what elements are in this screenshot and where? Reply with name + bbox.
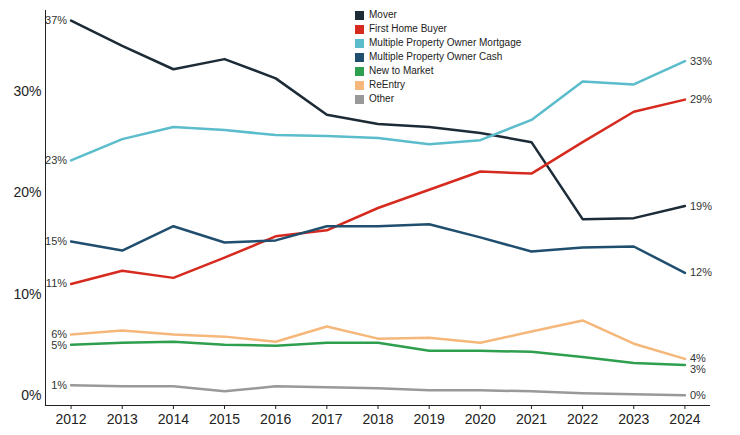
svg-text:30%: 30% [13,83,41,99]
svg-text:37%: 37% [45,14,67,26]
svg-text:2022: 2022 [567,411,598,427]
svg-text:2014: 2014 [158,411,189,427]
svg-text:19%: 19% [690,199,712,211]
svg-text:12%: 12% [690,266,712,278]
html-text:Mover: Mover [369,9,397,20]
svg-text:5%: 5% [51,339,67,351]
svg-text:2021: 2021 [516,411,547,427]
svg-text:2016: 2016 [260,411,291,427]
svg-text:10%: 10% [13,286,41,302]
svg-text:2024: 2024 [669,411,700,427]
svg-text:6%: 6% [51,328,67,340]
html-text:ReEntry: ReEntry [369,79,406,90]
svg-text:2023: 2023 [618,411,649,427]
svg-text:20%: 20% [13,184,41,200]
svg-text:1%: 1% [51,379,67,391]
svg-text:29%: 29% [690,93,712,105]
svg-text:2019: 2019 [414,411,445,427]
html-text:Other: Other [369,93,394,104]
svg-text:15%: 15% [45,235,67,247]
svg-text:11%: 11% [46,277,67,289]
svg-text:23%: 23% [45,154,67,166]
html-text:Multiple Property Owner Cash: Multiple Property Owner Cash [369,51,503,62]
svg-text:0%: 0% [21,387,41,403]
svg-text:2018: 2018 [362,411,393,427]
svg-text:2015: 2015 [209,411,240,427]
svg-text:2013: 2013 [107,411,138,427]
html-text:First Home Buyer: First Home Buyer [369,23,447,34]
svg-text:2012: 2012 [55,411,86,427]
svg-text:2017: 2017 [311,411,342,427]
html-text:Multiple Property Owner Mortga: Multiple Property Owner Mortgage [369,37,522,48]
svg-text:0%: 0% [690,389,706,401]
html-text:New to Market: New to Market [369,65,434,76]
svg-text:4%: 4% [690,352,706,364]
svg-text:3%: 3% [690,363,706,375]
svg-text:2020: 2020 [465,411,496,427]
svg-text:33%: 33% [690,55,712,67]
